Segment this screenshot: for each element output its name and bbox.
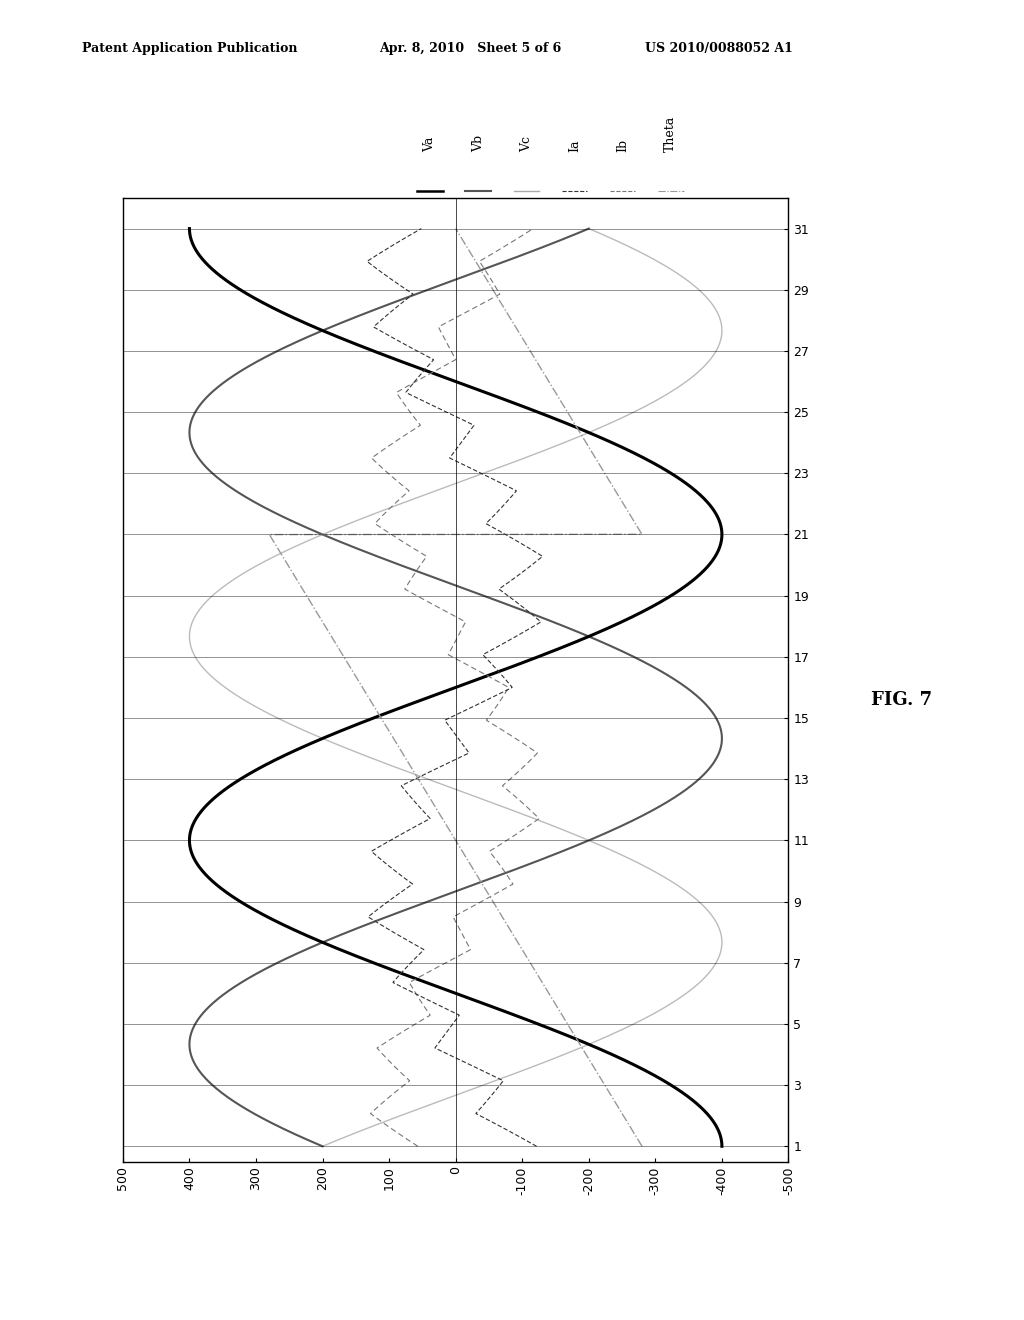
Text: FIG. 7: FIG. 7 (870, 690, 932, 709)
Text: US 2010/0088052 A1: US 2010/0088052 A1 (645, 42, 793, 55)
Text: Vc: Vc (520, 136, 532, 152)
Text: Patent Application Publication: Patent Application Publication (82, 42, 297, 55)
Text: Ia: Ia (568, 140, 581, 152)
Text: Apr. 8, 2010   Sheet 5 of 6: Apr. 8, 2010 Sheet 5 of 6 (379, 42, 561, 55)
Text: Va: Va (424, 136, 436, 152)
Text: Vb: Vb (472, 135, 484, 152)
Text: Theta: Theta (665, 116, 677, 152)
Text: Ib: Ib (616, 139, 629, 152)
